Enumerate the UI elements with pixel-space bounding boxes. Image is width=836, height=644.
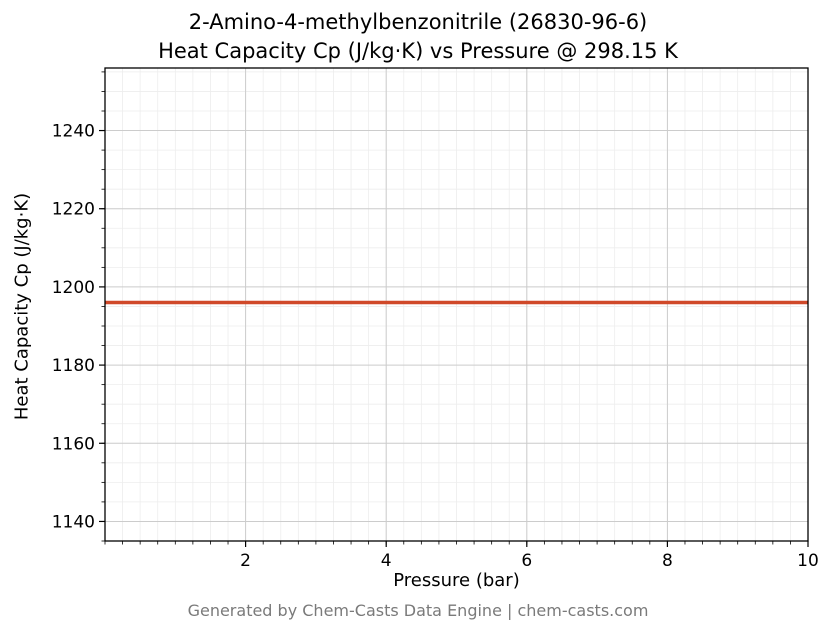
tick-label: 1240 bbox=[52, 122, 95, 142]
tick-label: 1140 bbox=[52, 512, 95, 532]
tick-label: 8 bbox=[662, 551, 673, 571]
tick-label: 6 bbox=[521, 551, 532, 571]
tick-label: 2 bbox=[240, 551, 251, 571]
tick-label: 10 bbox=[797, 551, 819, 571]
tick-label: 1180 bbox=[52, 356, 95, 376]
tick-label: 1220 bbox=[52, 200, 95, 220]
tick-label: 1200 bbox=[52, 278, 95, 298]
y-axis-label: Heat Capacity Cp (J/kg·K) bbox=[11, 192, 33, 421]
watermark-footer: Generated by Chem-Casts Data Engine | ch… bbox=[187, 601, 649, 620]
tick-label: 1160 bbox=[52, 434, 95, 454]
chart-title-line2: Heat Capacity Cp (J/kg·K) vs Pressure @ … bbox=[158, 39, 678, 63]
chart-title-line1: 2-Amino-4-methylbenzonitrile (26830-96-6… bbox=[188, 10, 648, 34]
x-axis-label: Pressure (bar) bbox=[393, 570, 520, 591]
tick-label: 4 bbox=[381, 551, 392, 571]
